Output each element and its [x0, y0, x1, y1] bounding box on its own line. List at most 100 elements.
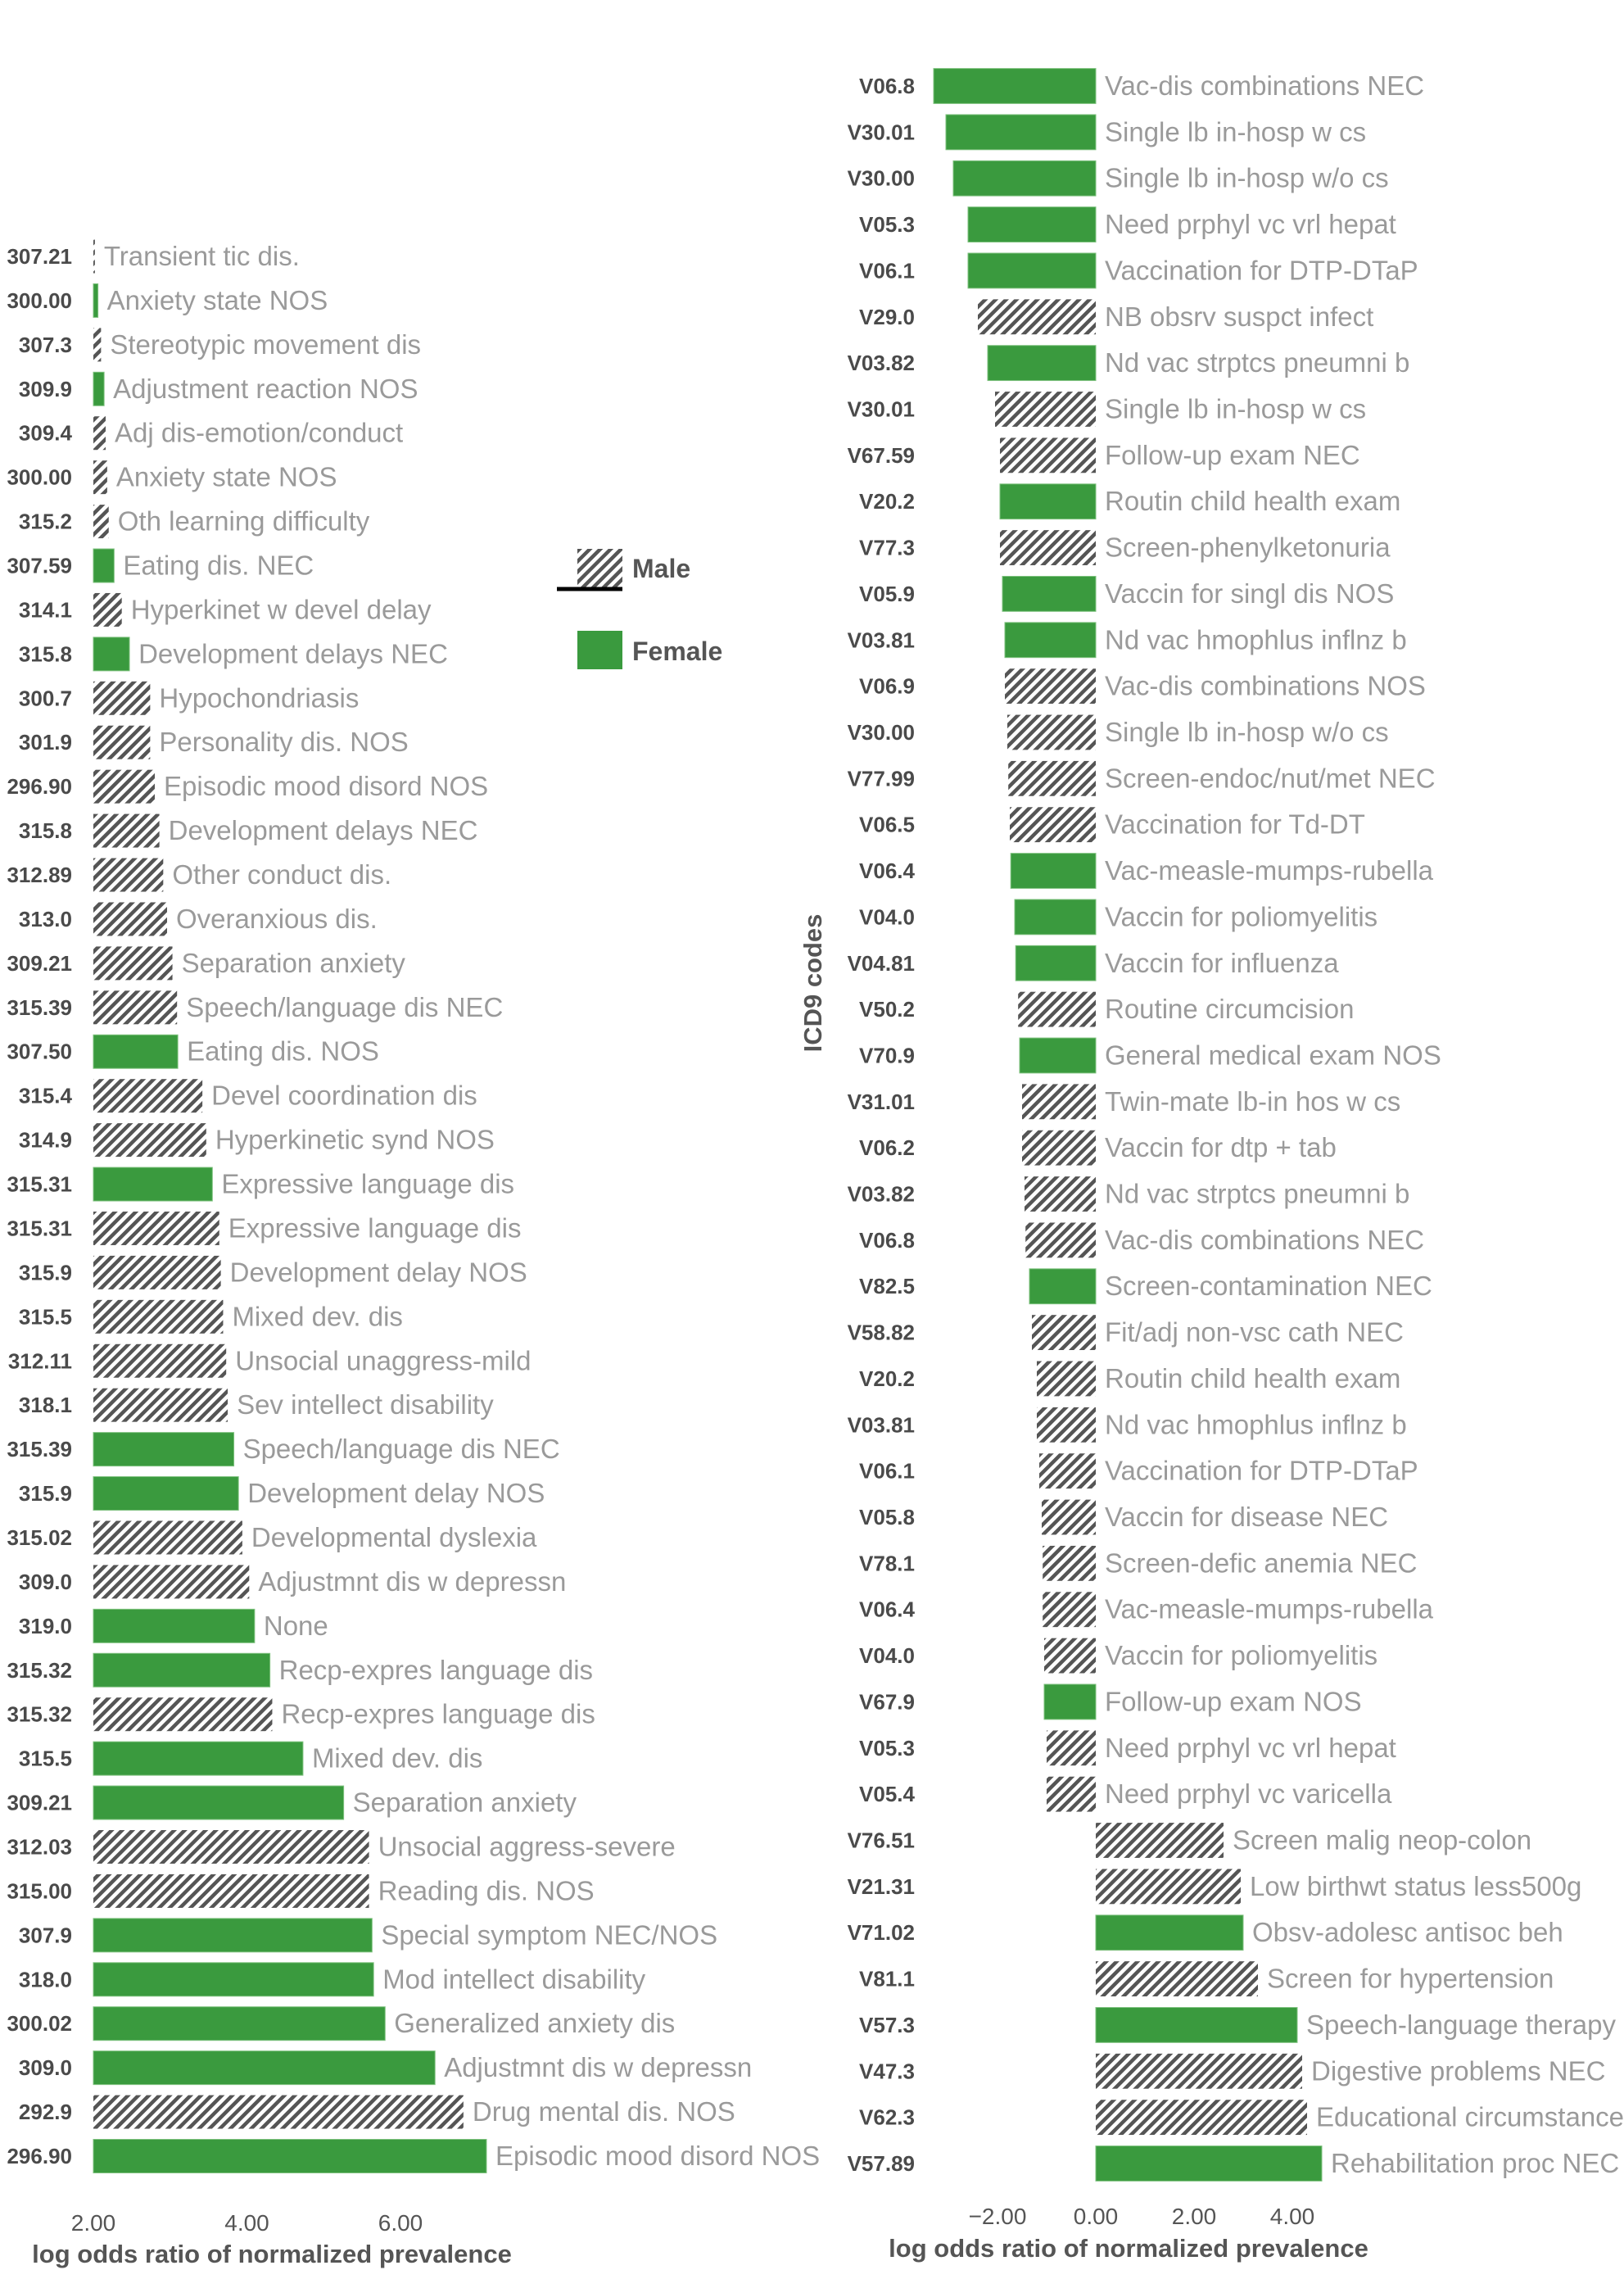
bar-female [93, 548, 115, 583]
bar-female [93, 1918, 373, 1953]
bar-description-label: Speech/language dis NEC [243, 1434, 560, 1464]
bar-description-label: Obsv-adolesc antisoc beh [1252, 1917, 1563, 1947]
icd9-code-label: V04.0 [859, 1643, 915, 1668]
icd9-code-label: 296.90 [7, 2144, 72, 2168]
bar-description-label: Stereotypic movement dis [110, 329, 421, 360]
bar-description-label: Generalized anxiety dis [394, 2008, 675, 2038]
icd9-code-label: 315.31 [7, 1172, 72, 1197]
x-tick-label: 4.00 [224, 2210, 269, 2236]
bar-description-label: Screen for hypertension [1267, 1964, 1554, 1994]
bar-description-label: Development delay NOS [230, 1257, 527, 1287]
bar-description-label: Nd vac hmophlus inflnz b [1105, 1409, 1407, 1439]
bar-description-label: Separation anxiety [182, 948, 406, 978]
bar-description-label: Educational circumstance [1316, 2102, 1624, 2132]
bar-description-label: Single lb in-hosp w/o cs [1105, 163, 1389, 193]
icd9-code-label: V06.4 [859, 1597, 915, 1622]
icd9-code-label: 315.9 [19, 1260, 72, 1285]
icd9-code-label: 309.9 [19, 377, 72, 401]
icd9-code-label: 315.9 [19, 1481, 72, 1506]
bar-description-label: Vaccin for disease NEC [1105, 1502, 1388, 1532]
bar-female [967, 252, 1097, 289]
icd9-code-label: 309.4 [19, 421, 73, 446]
bar-female [1015, 945, 1097, 981]
bar-female [967, 206, 1097, 242]
bar-female [93, 1741, 304, 1776]
x-tick-label: 2.00 [1172, 2204, 1217, 2229]
icd9-code-label: V77.3 [859, 536, 915, 560]
bar-male [93, 239, 95, 274]
icd9-code-label: V31.01 [848, 1090, 915, 1114]
bar-female [999, 483, 1097, 520]
bar-male [93, 1211, 219, 1245]
bar-male [1025, 1222, 1096, 1258]
x-tick-label: 6.00 [378, 2210, 423, 2236]
icd9-code-label: 313.0 [19, 907, 72, 931]
bar-female [1095, 1914, 1244, 1951]
bar-female [1019, 1037, 1097, 1074]
bar-description-label: Oth learning difficulty [118, 506, 370, 537]
bar-description-label: Episodic mood disord NOS [164, 771, 488, 801]
bar-description-label: Routine circumcision [1105, 994, 1354, 1024]
icd9-code-label: 315.8 [19, 641, 72, 666]
bar-male [1096, 1823, 1224, 1858]
bar-description-label: Eating dis. NOS [187, 1036, 379, 1067]
bar-description-label: Sev intellect disability [237, 1389, 494, 1420]
icd9-code-label: 309.0 [19, 1570, 72, 1594]
bar-description-label: Vaccination for Td-DT [1105, 809, 1365, 840]
bar-male [93, 1123, 206, 1158]
icd9-code-label: V29.0 [859, 305, 915, 329]
bar-description-label: Speech-language therapy [1306, 2009, 1616, 2040]
left-x-axis-title: log odds ratio of normalized prevalence [32, 2240, 512, 2268]
bar-description-label: Anxiety state NOS [107, 285, 328, 315]
bar-description-label: Developmental dyslexia [251, 1522, 537, 1552]
icd9-code-label: 315.00 [7, 1878, 72, 1903]
bar-description-label: Vac-dis combinations NEC [1105, 70, 1424, 101]
icd9-code-label: 315.02 [7, 1525, 72, 1550]
bar-description-label: Reading dis. NOS [378, 1875, 595, 1905]
bar-female [93, 1785, 345, 1820]
bar-description-label: General medical exam NOS [1105, 1040, 1441, 1070]
bar-female [1095, 2007, 1298, 2043]
icd9-code-label: 300.00 [7, 288, 72, 313]
icd9-code-label: 318.1 [19, 1393, 72, 1417]
icd9-code-label: 309.21 [7, 951, 72, 976]
bar-female [93, 371, 105, 406]
bar-description-label: Adjustment reaction NOS [113, 374, 418, 404]
bar-description-label: Nd vac strptcs pneumni b [1105, 1179, 1409, 1209]
icd9-code-label: V67.9 [859, 1689, 915, 1714]
icd9-code-label: 307.3 [19, 333, 72, 357]
icd9-code-label: V05.8 [859, 1505, 915, 1529]
bar-female [93, 1167, 213, 1202]
icd9-code-label: V06.5 [859, 813, 915, 837]
icd9-code-label: 315.32 [7, 1702, 72, 1727]
bar-description-label: Follow-up exam NEC [1105, 440, 1360, 470]
icd9-code-label: 318.0 [19, 1967, 72, 1991]
bar-description-label: Routin child health exam [1105, 486, 1400, 516]
bar-male [1047, 1776, 1096, 1812]
icd9-code-label: V57.3 [859, 2013, 915, 2037]
icd9-code-label: 307.21 [7, 244, 72, 269]
icd9-code-label: V06.4 [859, 859, 915, 883]
bar-male [1018, 991, 1096, 1027]
bar-description-label: Screen-defic anemia NEC [1105, 1547, 1418, 1578]
icd9-code-label: V67.59 [848, 443, 915, 468]
icd9-code-label: V06.9 [859, 674, 915, 699]
bar-description-label: Screen-endoc/nut/met NEC [1105, 763, 1436, 793]
icd9-code-label: V03.82 [848, 351, 915, 375]
icd9-code-label: V05.9 [859, 582, 915, 606]
icd9-code-label: V21.31 [848, 1874, 915, 1899]
icd9-code-label: V06.8 [859, 74, 915, 98]
icd9-code-label: V70.9 [859, 1043, 915, 1067]
bar-description-label: Single lb in-hosp w cs [1105, 116, 1366, 147]
bar-male [1043, 1592, 1096, 1628]
bar-description-label: Screen-contamination NEC [1105, 1271, 1432, 1301]
bar-description-label: Devel coordination dis [211, 1081, 477, 1111]
bar-male [1022, 1084, 1096, 1120]
icd9-code-label: V62.3 [859, 2105, 915, 2130]
bar-male [1096, 1961, 1258, 1996]
bar-description-label: Vaccination for DTP-DTaP [1105, 1456, 1418, 1486]
legend: Male Female [557, 549, 722, 669]
bar-description-label: Vac-measle-mumps-rubella [1105, 1594, 1434, 1624]
bar-description-label: Low birthwt status less500g [1250, 1871, 1581, 1901]
icd9-code-label: 315.5 [19, 1747, 72, 1771]
